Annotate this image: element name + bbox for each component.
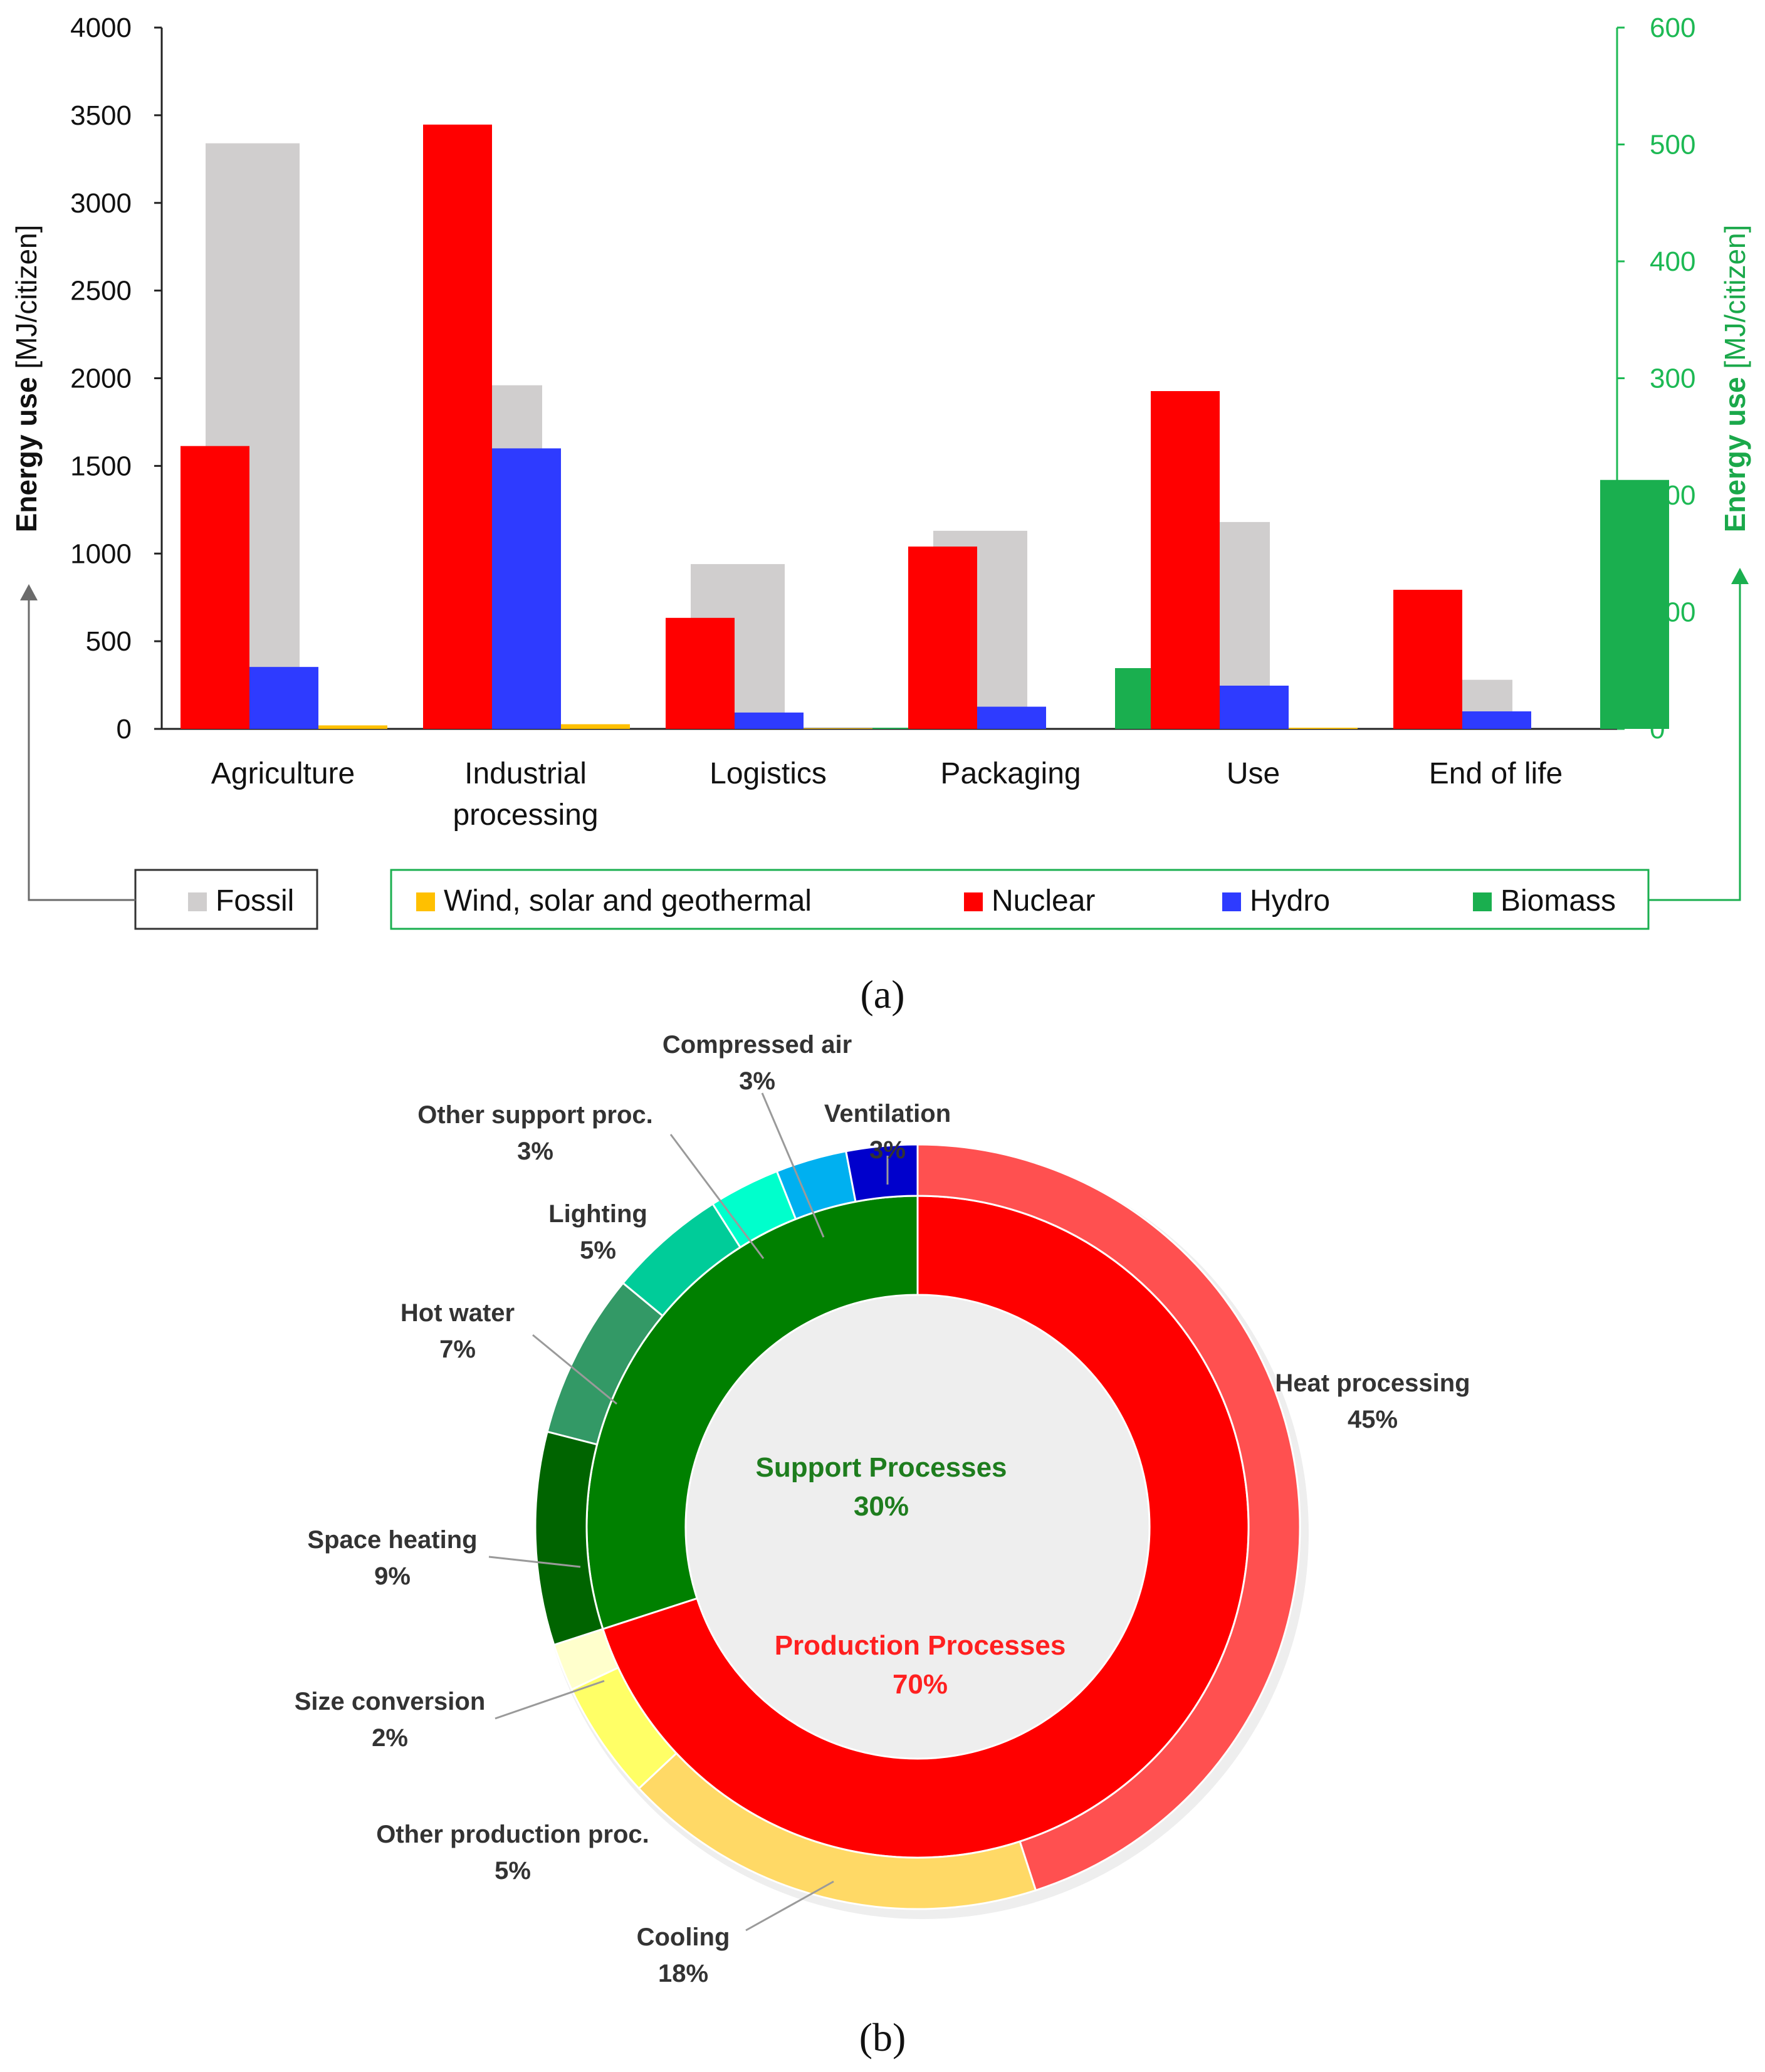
primary-y-axis-title-unit: [MJ/citizen] <box>10 225 43 377</box>
outer-label-name: Compressed air <box>663 1031 852 1059</box>
bar-biomass <box>1600 479 1669 729</box>
category-label: Use <box>1227 757 1280 790</box>
secondary-tick-label: 400 <box>1650 246 1695 277</box>
primary-tick-label: 1000 <box>70 538 132 569</box>
primary-tick-label: 2000 <box>70 364 132 394</box>
inner-label-support: Support Processes <box>755 1452 1007 1483</box>
outer-slice-heat-processing <box>916 1143 1301 1892</box>
legend-label: Hydro <box>1250 884 1330 918</box>
donut-chart-panel-b: Support Processes 30% Production Processes… <box>295 1031 1470 2059</box>
connector-arrow-primary <box>28 597 135 901</box>
legend-swatch-fossil <box>188 892 207 911</box>
bar-hydro <box>249 667 318 729</box>
outer-label-name: Lighting <box>548 1200 647 1228</box>
outer-label-value: 3% <box>517 1138 553 1165</box>
outer-label-name: Size conversion <box>295 1688 486 1715</box>
panel-label-a: (a) <box>860 972 904 1017</box>
secondary-y-axis-title-bold: Energy use <box>1719 377 1751 532</box>
bar-nuclear <box>1393 590 1462 729</box>
primary-tick-label: 500 <box>86 626 132 657</box>
inner-label-production: Production Processes <box>775 1630 1066 1661</box>
outer-slice-ventilation <box>844 1143 919 1203</box>
leader-line <box>488 1556 581 1568</box>
secondary-tick-label: 500 <box>1650 130 1695 160</box>
leader-line <box>761 1092 825 1238</box>
outer-label-value: 3% <box>869 1136 906 1164</box>
legend-label: Nuclear <box>992 884 1095 918</box>
bar-hydro <box>1462 711 1531 729</box>
bar-hydro <box>977 706 1046 729</box>
arrowhead-secondary <box>1731 568 1749 584</box>
legend-swatch <box>964 892 983 911</box>
primary-tick-label: 3500 <box>70 100 132 131</box>
outer-label-value: 2% <box>372 1724 408 1752</box>
primary-tick-label: 1500 <box>70 451 132 481</box>
category-label: Agriculture <box>211 757 355 790</box>
outer-label-value: 7% <box>439 1336 476 1363</box>
outer-label-name: Other support proc. <box>417 1101 653 1129</box>
bar-biomass <box>872 728 941 729</box>
leader-line <box>532 1334 617 1405</box>
legend-label-fossil: Fossil <box>216 884 294 918</box>
outer-label-value: 9% <box>374 1562 411 1590</box>
outer-label-value: 5% <box>495 1857 531 1885</box>
bar-hydro <box>735 712 804 729</box>
secondary-y-axis-title-unit: [MJ/citizen] <box>1719 225 1751 377</box>
outer-label-value: 3% <box>739 1067 775 1095</box>
outer-label-name: Cooling <box>637 1923 730 1951</box>
leader-line <box>745 1880 834 1932</box>
legend-swatch <box>1222 892 1241 911</box>
arrowhead-primary <box>20 584 38 600</box>
secondary-y-axis-title: Energy use [MJ/citizen] <box>1719 225 1751 533</box>
bar-nuclear <box>908 547 977 729</box>
secondary-tick-label: 300 <box>1650 364 1695 394</box>
bar-nuclear <box>666 617 735 729</box>
outer-label-value: 5% <box>580 1237 616 1264</box>
primary-tick-label: 0 <box>117 714 132 745</box>
primary-tick-label: 2500 <box>70 276 132 306</box>
category-label: End of life <box>1429 757 1563 790</box>
secondary-tick-label: 600 <box>1650 13 1695 43</box>
legend-swatch <box>1473 892 1492 911</box>
inner-value-production: 70% <box>893 1669 948 1700</box>
primary-tick-label: 3000 <box>70 188 132 219</box>
category-label: Logistics <box>710 757 827 790</box>
category-label: Industrial <box>464 757 587 790</box>
bar-wind-solar-and-geothermal <box>318 725 387 729</box>
bar-nuclear <box>423 124 492 730</box>
category-label: processing <box>453 798 598 832</box>
outer-label-name: Ventilation <box>824 1100 951 1128</box>
category-label: Packaging <box>940 757 1081 790</box>
bar-hydro <box>492 448 561 729</box>
bar-nuclear <box>1151 391 1220 729</box>
legend-label: Wind, solar and geothermal <box>444 884 812 918</box>
leader-line <box>495 1680 605 1720</box>
outer-label-name: Other production proc. <box>376 1821 649 1848</box>
outer-label-value: 45% <box>1348 1406 1398 1433</box>
bar-wind-solar-and-geothermal <box>561 724 630 729</box>
bar-hydro <box>1220 685 1289 729</box>
primary-tick-label: 4000 <box>70 13 132 43</box>
bar-wind-solar-and-geothermal <box>1289 728 1358 729</box>
primary-y-axis-title: Energy use [MJ/citizen] <box>10 225 43 533</box>
outer-label-name: Heat processing <box>1275 1369 1470 1397</box>
legend-swatch <box>416 892 435 911</box>
outer-label-name: Hot water <box>401 1299 515 1327</box>
bar-chart-panel-a: 0500100015002000250030003500400001002003… <box>10 13 1751 1017</box>
outer-label-value: 18% <box>658 1960 708 1987</box>
bar-nuclear <box>181 446 249 729</box>
connector-arrow-secondary <box>1648 582 1741 901</box>
inner-value-support: 30% <box>854 1491 909 1522</box>
panel-label-b: (b) <box>859 2015 906 2059</box>
leader-line <box>669 1134 765 1259</box>
primary-y-axis-title-bold: Energy use <box>10 377 43 532</box>
bar-wind-solar-and-geothermal <box>804 728 872 729</box>
legend-label: Biomass <box>1501 884 1616 918</box>
outer-label-name: Space heating <box>307 1526 477 1554</box>
